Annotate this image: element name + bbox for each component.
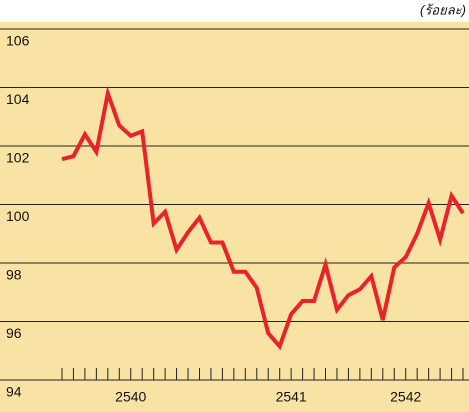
y-tick-label: 96 xyxy=(6,325,22,341)
y-tick-label: 106 xyxy=(6,33,30,49)
x-tick-label: 2542 xyxy=(390,389,421,405)
unit-label: (ร้อยละ) xyxy=(420,2,466,17)
y-tick-label: 94 xyxy=(6,384,22,400)
x-tick-label: 2541 xyxy=(276,389,307,405)
y-tick-label: 100 xyxy=(6,208,30,224)
y-tick-label: 98 xyxy=(6,267,22,283)
y-tick-label: 102 xyxy=(6,150,30,166)
y-tick-label: 104 xyxy=(6,91,30,107)
header-band xyxy=(0,0,469,22)
data-line xyxy=(61,85,465,351)
x-tick-label: 2540 xyxy=(115,389,146,405)
